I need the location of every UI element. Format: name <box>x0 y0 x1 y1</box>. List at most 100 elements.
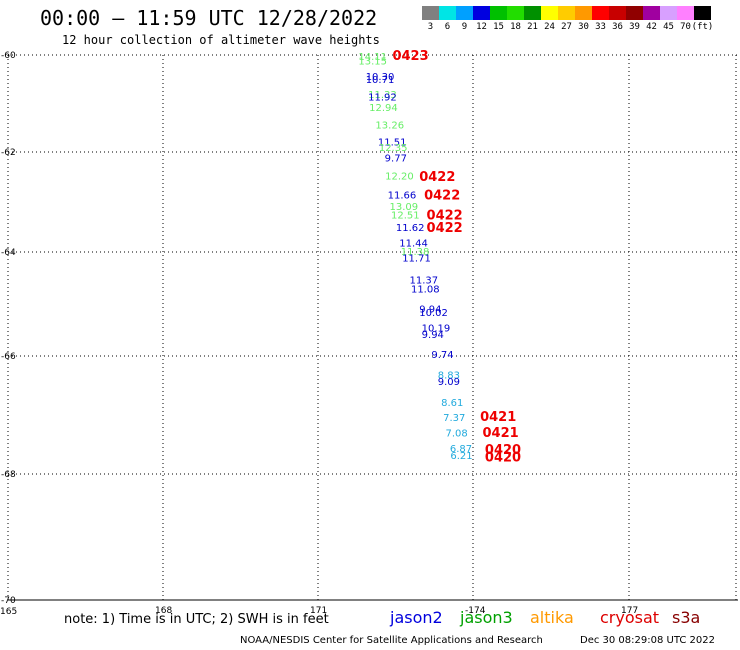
wave-height-value: 12.94 <box>369 103 398 114</box>
wave-height-value: 10.30 <box>366 72 395 83</box>
wave-height-value: 14.11 <box>358 52 387 63</box>
legend-s3a: s3a <box>672 608 701 627</box>
y-tick-label: -64 <box>1 248 16 258</box>
wave-height-value: 9.09 <box>438 377 460 388</box>
colorbar-label: 18 <box>510 22 521 32</box>
wave-height-value: 9.94 <box>419 305 441 316</box>
x-tick-label: 165 <box>0 607 17 617</box>
pass-time-label: 0420 <box>485 450 521 465</box>
colorbar-swatch <box>643 6 660 20</box>
colorbar-swatch <box>490 6 507 20</box>
y-tick-label: -70 <box>1 596 16 606</box>
colorbar-swatch <box>694 6 711 20</box>
wave-height-value: 11.38 <box>401 247 430 258</box>
colorbar-swatch <box>626 6 643 20</box>
credit-line: NOAA/NESDIS Center for Satellite Applica… <box>240 635 543 646</box>
colorbar-swatch <box>677 6 694 20</box>
x-tick-label: -174 <box>465 606 486 616</box>
y-tick-label: -60 <box>1 51 16 61</box>
colorbar-label: 21 <box>527 22 538 32</box>
wave-height-value: 6.21 <box>450 451 472 462</box>
legend-jason2: jason2 <box>390 608 443 627</box>
pass-time-label: 0422 <box>424 189 460 204</box>
wave-height-value: 12.35 <box>379 143 408 154</box>
wave-height-value: 11.51 <box>378 137 407 148</box>
pass-time-label: 0421 <box>483 426 519 441</box>
pass-time-label: 0420 <box>485 443 521 458</box>
wave-height-value: 11.44 <box>399 239 428 250</box>
x-tick-label: 171 <box>310 606 327 616</box>
wave-height-value: 13.09 <box>390 202 419 213</box>
page-subtitle: 12 hour collection of altimeter wave hei… <box>62 33 380 47</box>
colorbar-label: 6 <box>444 22 451 32</box>
y-tick-label: -66 <box>1 352 16 362</box>
wave-height-value: 9.94 <box>422 330 444 341</box>
colorbar-label: 33 <box>595 22 606 32</box>
wave-height-value: 11.66 <box>388 191 417 202</box>
wave-height-value: 11.92 <box>368 93 397 104</box>
wave-height-value: 10.71 <box>366 75 395 86</box>
wave-height-value: 8.83 <box>438 370 460 381</box>
wave-height-value: 13.15 <box>358 56 387 67</box>
pass-time-label: 0421 <box>480 410 516 425</box>
colorbar-label: 15 <box>493 22 504 32</box>
colorbar-swatch <box>439 6 456 20</box>
colorbar-label: 39 <box>629 22 640 32</box>
wave-height-value: 8.61 <box>441 398 463 409</box>
pass-time-label: 0423 <box>392 49 428 64</box>
colorbar-label: 70 <box>680 22 691 32</box>
colorbar-label: 24 <box>544 22 555 32</box>
legend-cryosat: cryosat <box>600 608 660 627</box>
colorbar-label: 30 <box>578 22 589 32</box>
colorbar-swatch <box>609 6 626 20</box>
wave-height-value: 13.26 <box>375 120 404 131</box>
colorbar-label: 42 <box>646 22 657 32</box>
colorbar-label: 27 <box>561 22 572 32</box>
x-tick-label: 177 <box>621 606 638 616</box>
colorbar-swatch <box>575 6 592 20</box>
wave-height-value: 11.33 <box>368 90 397 101</box>
units-note: note: 1) Time is in UTC; 2) SWH is in fe… <box>64 612 329 627</box>
wave-height-value: 11.62 <box>396 223 425 234</box>
pass-time-label: 0422 <box>427 209 463 224</box>
colorbar-swatch <box>541 6 558 20</box>
wave-height-value: 7.08 <box>446 429 468 440</box>
colorbar-swatch <box>558 6 575 20</box>
colorbar-swatch <box>507 6 524 20</box>
y-tick-label: -68 <box>1 470 16 480</box>
colorbar-swatch <box>422 6 439 20</box>
page-title: 00:00 – 11:59 UTC 12/28/2022 <box>40 6 378 30</box>
wave-height-value: 9.77 <box>385 154 407 165</box>
colorbar <box>422 6 711 20</box>
colorbar-label: 36 <box>612 22 623 32</box>
colorbar-label: 12 <box>476 22 487 32</box>
wave-height-value: 11.71 <box>402 254 431 265</box>
pass-time-label: 0422 <box>419 170 455 185</box>
wave-height-value: 10.19 <box>422 323 451 334</box>
wave-height-value: 12.20 <box>385 172 414 183</box>
colorbar-swatch <box>660 6 677 20</box>
colorbar-label: 3 <box>427 22 434 32</box>
colorbar-label: (ft) <box>691 22 714 32</box>
wave-height-value: 10.02 <box>419 308 448 319</box>
colorbar-swatch <box>473 6 490 20</box>
wave-height-value: 6.87 <box>450 444 472 455</box>
wave-height-value: 12.51 <box>391 211 420 222</box>
x-tick-label: 168 <box>155 606 172 616</box>
colorbar-swatch <box>592 6 609 20</box>
wave-height-value: 11.08 <box>411 284 440 295</box>
colorbar-swatch <box>524 6 541 20</box>
colorbar-label: 9 <box>461 22 468 32</box>
legend-altika: altika <box>530 608 574 627</box>
pass-time-label: 0422 <box>427 221 463 236</box>
wave-height-value: 11.37 <box>410 276 439 287</box>
wave-height-value: 9.74 <box>431 350 453 361</box>
generated-timestamp: Dec 30 08:29:08 UTC 2022 <box>580 635 715 646</box>
legend-jason3: jason3 <box>460 608 513 627</box>
wave-height-value: 7.37 <box>443 413 465 424</box>
colorbar-swatch <box>456 6 473 20</box>
y-tick-label: -62 <box>1 148 16 158</box>
colorbar-label: 45 <box>663 22 674 32</box>
